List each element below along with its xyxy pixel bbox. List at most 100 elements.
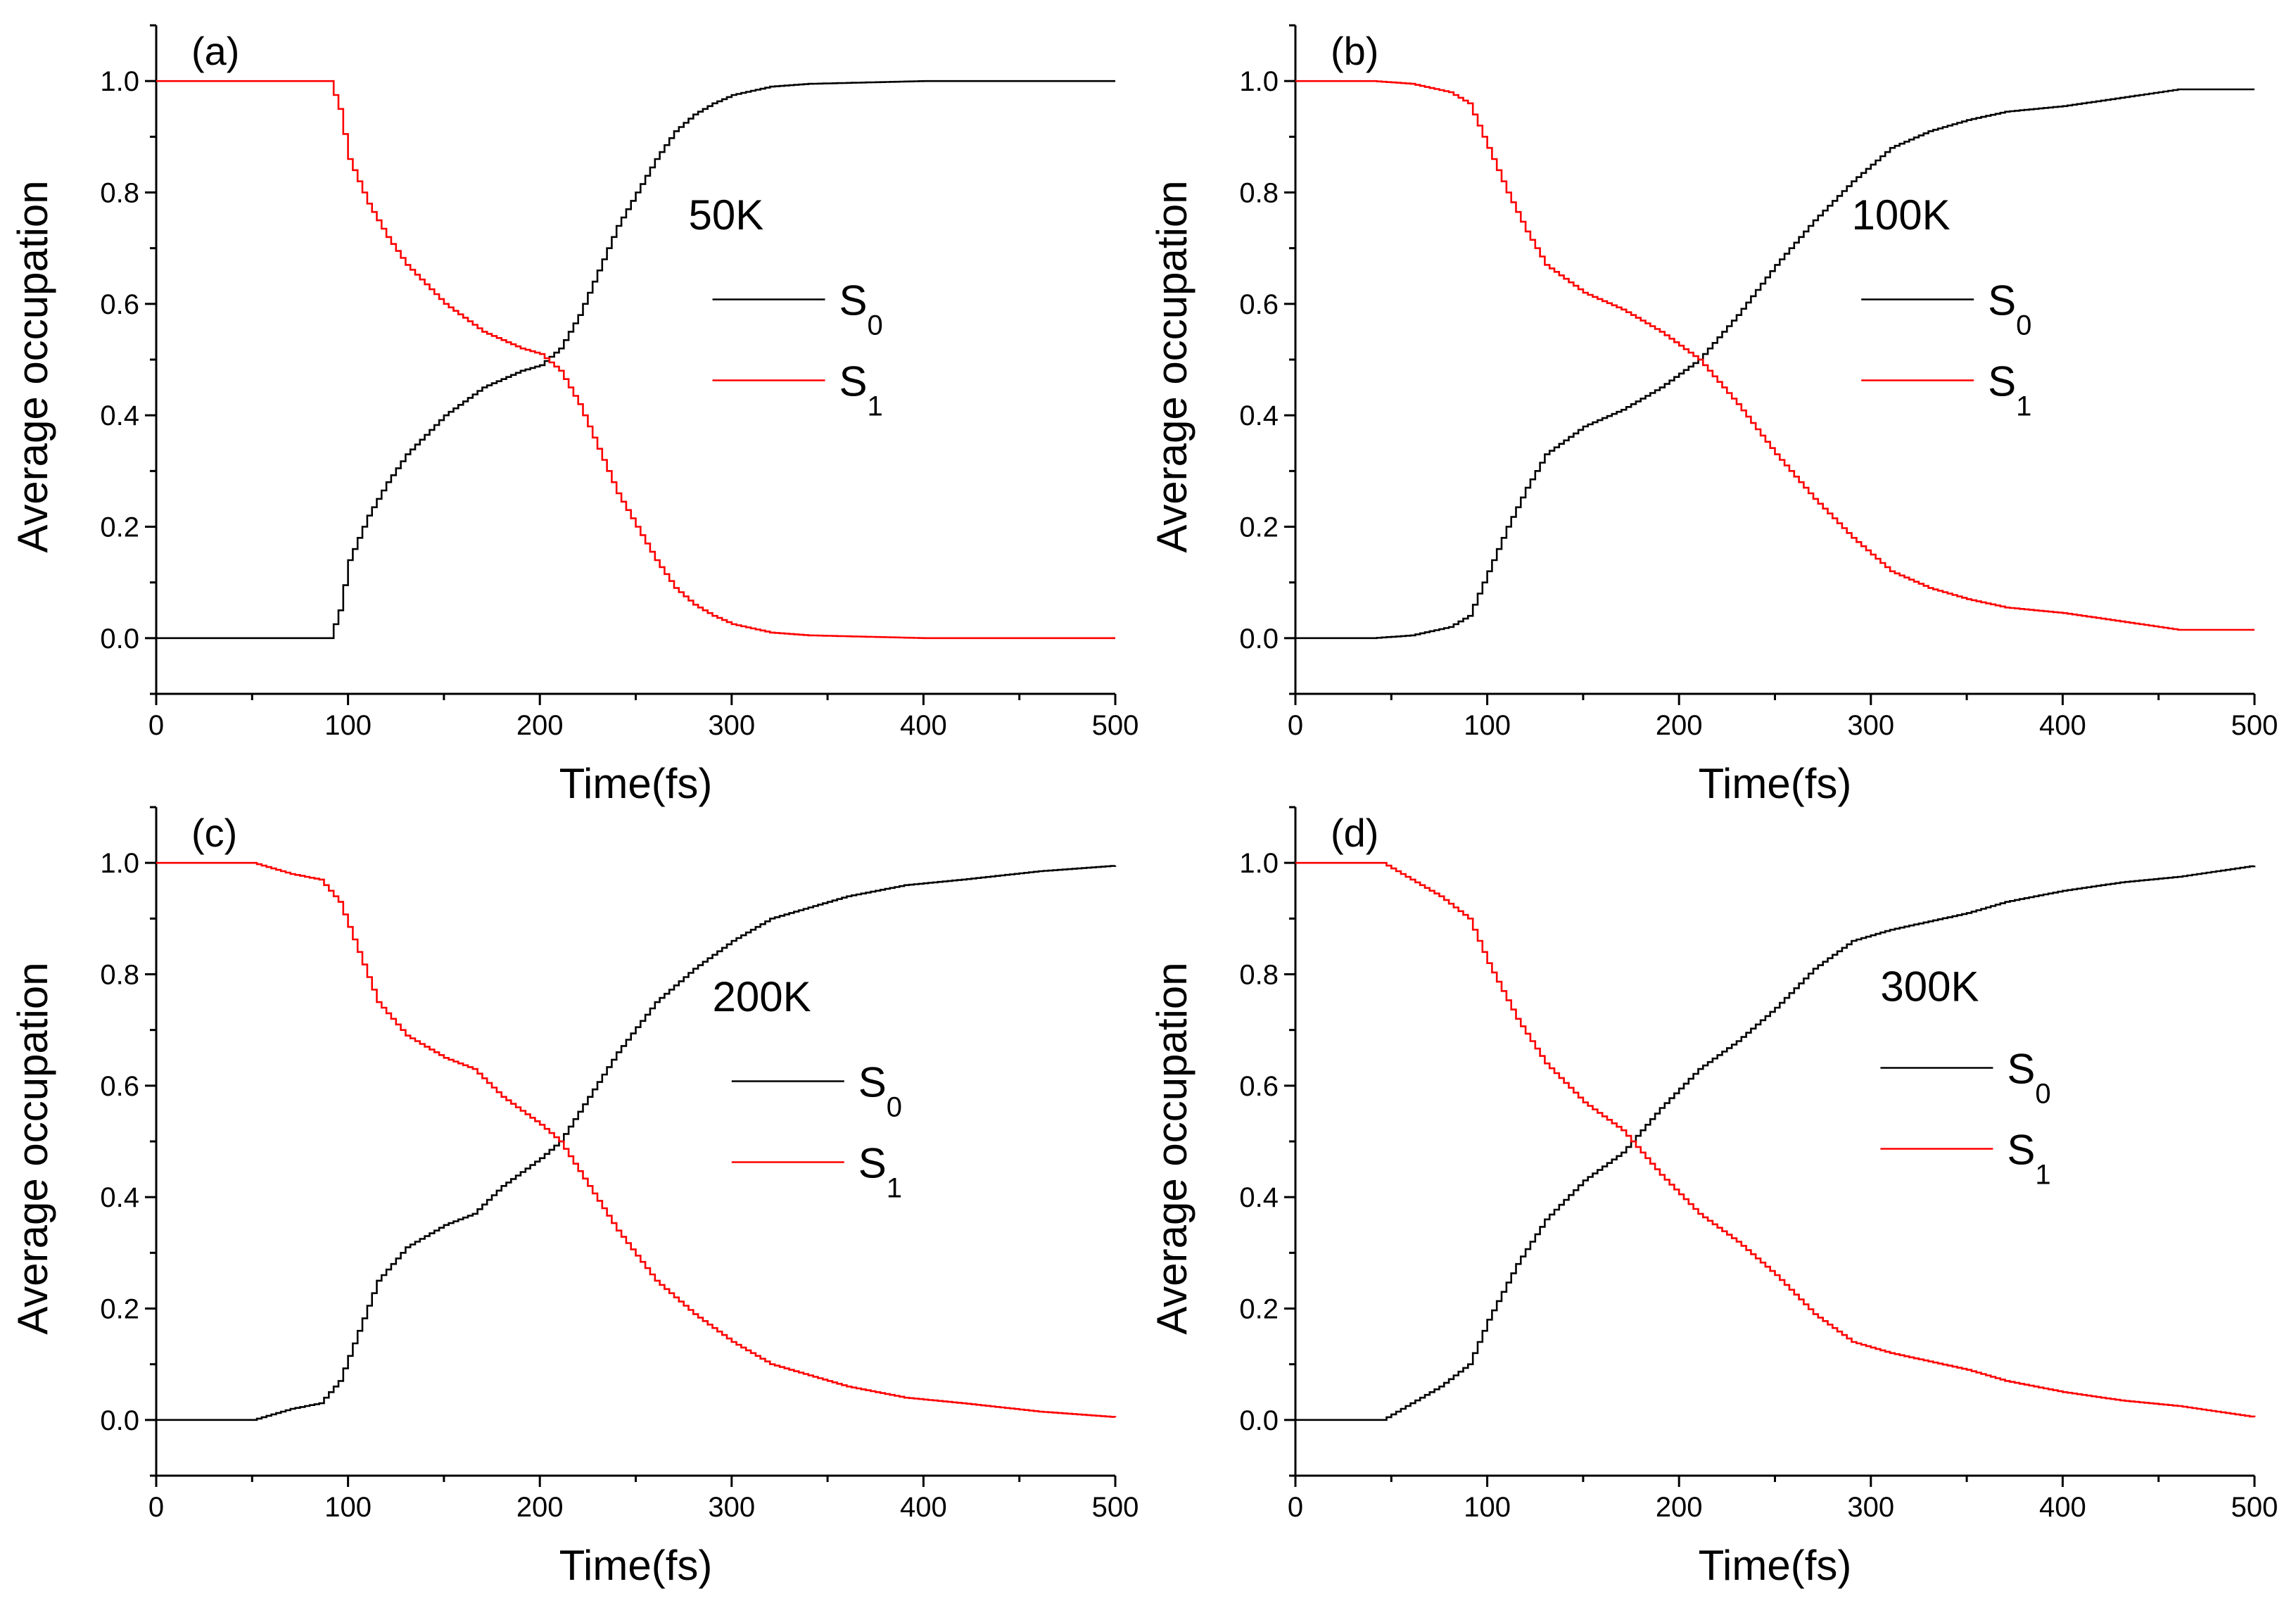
series-line-s0 — [156, 80, 1115, 640]
temperature-label: 100K — [1852, 191, 1951, 239]
y-tick-label: 0.8 — [100, 178, 139, 209]
series-line-s0 — [156, 865, 1117, 1421]
legend-subscript: 0 — [2035, 1079, 2050, 1110]
y-tick-label: 0.6 — [100, 1071, 139, 1102]
panel-label: (d) — [1331, 811, 1378, 855]
x-tick-label: 100 — [324, 710, 372, 741]
legend-item-s0: S0 — [1861, 277, 2031, 341]
x-axis-title: Time(fs) — [1699, 1542, 1852, 1589]
legend-item-s1: S1 — [1880, 1127, 2051, 1191]
legend-subscript: 1 — [2016, 391, 2031, 422]
temperature-label: 300K — [1880, 963, 1979, 1011]
legend-subscript: 0 — [2016, 310, 2031, 341]
y-tick-label: 0.8 — [100, 960, 139, 991]
legend-label: S — [1988, 358, 2016, 405]
x-tick-label: 200 — [1656, 710, 1703, 741]
temperature-label: 200K — [713, 973, 811, 1020]
legend-item-s1: S1 — [712, 358, 883, 422]
x-tick-label: 0 — [1288, 710, 1303, 741]
chart-panel-b: 0 100 200 300 400 500 0.0 0.2 0.4 0.6 0.8 1.0 Time(f… — [1148, 24, 2278, 807]
x-tick-label: 400 — [2039, 710, 2086, 741]
legend-item-s0: S0 — [712, 277, 883, 341]
legend-subscript: 1 — [887, 1173, 902, 1204]
temperature-label: 50K — [688, 191, 763, 239]
x-tick-label: 400 — [900, 1492, 947, 1523]
x-axis-title: Time(fs) — [559, 760, 713, 807]
x-tick-label: 500 — [2231, 1492, 2278, 1523]
y-tick-label: 0.0 — [100, 623, 139, 654]
x-tick-label: 200 — [516, 710, 564, 741]
x-tick-label: 100 — [1464, 1492, 1511, 1523]
legend-label: S — [2007, 1127, 2035, 1174]
legend-label: S — [1988, 277, 2016, 324]
y-axis-title: Average occupation — [1148, 180, 1195, 552]
y-tick-label: 0.4 — [1239, 1182, 1279, 1213]
y-tick-label: 0.2 — [100, 512, 139, 543]
y-tick-label: 0.2 — [100, 1294, 139, 1325]
chart-panel-c: 0 100 200 300 400 500 0.0 0.2 0.4 0.6 0.8 1.0 Time(f… — [9, 806, 1139, 1589]
y-tick-label: 0.6 — [1239, 289, 1279, 320]
chart-panel-a: 0 100 200 300 400 500 0.0 0.2 0.4 0.6 0.8 1.0 Time(f… — [9, 24, 1139, 807]
legend-item-s0: S0 — [1880, 1046, 2051, 1110]
series-line-s1 — [156, 861, 1117, 1418]
x-tick-label: 100 — [324, 1492, 372, 1523]
y-tick-label: 0.2 — [1239, 512, 1279, 543]
y-tick-label: 0.4 — [100, 400, 139, 431]
legend-label: S — [858, 1059, 887, 1106]
series-line-s1 — [156, 80, 1115, 640]
y-tick-label: 1.0 — [1239, 848, 1279, 879]
x-tick-label: 100 — [1464, 710, 1511, 741]
x-tick-label: 300 — [708, 1492, 755, 1523]
y-tick-label: 0.0 — [1239, 1405, 1279, 1436]
y-tick-label: 0.4 — [100, 1182, 139, 1213]
x-tick-label: 0 — [148, 710, 164, 741]
legend-item-s1: S1 — [1861, 358, 2031, 422]
legend-label: S — [2007, 1046, 2035, 1093]
y-tick-label: 0.2 — [1239, 1294, 1279, 1325]
legend-subscript: 0 — [868, 310, 883, 341]
x-tick-label: 400 — [2039, 1492, 2086, 1523]
legend-label: S — [858, 1140, 887, 1187]
x-tick-label: 300 — [1847, 710, 1894, 741]
legend-subscript: 1 — [2035, 1160, 2050, 1191]
x-tick-label: 500 — [2231, 710, 2278, 741]
y-tick-label: 1.0 — [100, 848, 139, 879]
x-tick-label: 200 — [1656, 1492, 1703, 1523]
y-axis-title: Average occupation — [9, 180, 56, 552]
y-tick-label: 0.0 — [100, 1405, 139, 1436]
chart-panel-d: 0 100 200 300 400 500 0.0 0.2 0.4 0.6 0.8 1.0 Time(f… — [1148, 806, 2278, 1589]
x-tick-label: 300 — [1847, 1492, 1894, 1523]
legend-subscript: 1 — [868, 391, 883, 422]
y-tick-label: 0.8 — [1239, 178, 1279, 209]
y-axis-title: Average occupation — [1148, 962, 1195, 1334]
x-axis-title: Time(fs) — [1699, 760, 1852, 807]
x-tick-label: 400 — [900, 710, 947, 741]
series-line-s1 — [1295, 80, 2254, 631]
x-tick-label: 300 — [708, 710, 755, 741]
y-tick-label: 0.0 — [1239, 623, 1279, 654]
legend-item-s1: S1 — [731, 1140, 902, 1204]
legend-label: S — [839, 277, 868, 324]
x-tick-label: 0 — [148, 1492, 164, 1523]
series-line-s0 — [1295, 88, 2254, 640]
y-tick-label: 1.0 — [100, 66, 139, 97]
y-axis-title: Average occupation — [9, 962, 56, 1334]
legend-item-s0: S0 — [731, 1059, 902, 1123]
x-tick-label: 500 — [1092, 710, 1139, 741]
x-tick-label: 0 — [1288, 1492, 1303, 1523]
series-line-s0 — [1295, 865, 2256, 1421]
y-tick-label: 1.0 — [1239, 66, 1279, 97]
x-tick-label: 200 — [516, 1492, 564, 1523]
panel-label: (a) — [191, 29, 239, 73]
legend-label: S — [839, 358, 868, 405]
y-tick-label: 0.8 — [1239, 960, 1279, 991]
panel-label: (c) — [191, 811, 237, 855]
x-tick-label: 500 — [1092, 1492, 1139, 1523]
x-axis-title: Time(fs) — [559, 1542, 713, 1589]
legend-subscript: 0 — [887, 1092, 902, 1123]
series-line-s1 — [1295, 861, 2256, 1418]
y-tick-label: 0.4 — [1239, 400, 1279, 431]
y-tick-label: 0.6 — [1239, 1071, 1279, 1102]
y-tick-label: 0.6 — [100, 289, 139, 320]
